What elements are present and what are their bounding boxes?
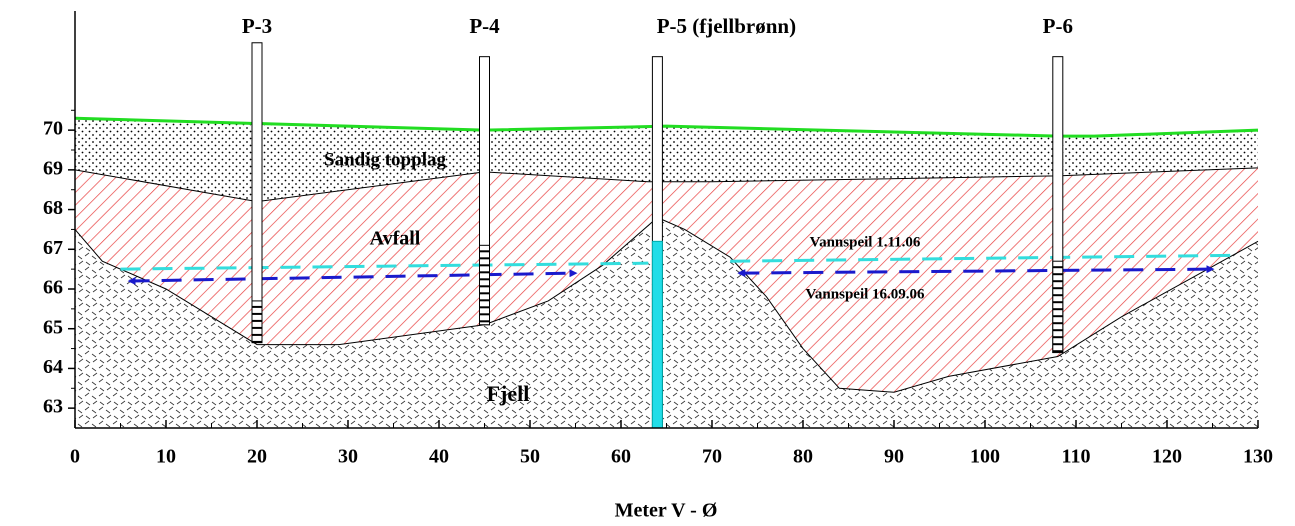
well-water: [651, 240, 663, 429]
x-tick-label: 10: [156, 446, 176, 468]
layer-label: Avfall: [370, 228, 421, 250]
well-screen: [1052, 260, 1064, 354]
y-tick-label: 64: [43, 356, 63, 378]
x-tick-label: 70: [702, 446, 722, 468]
well-label: P-5 (fjellbrønn): [657, 14, 796, 38]
x-tick-label: 100: [970, 446, 1000, 468]
y-tick-label: 63: [43, 396, 63, 418]
water-level: [127, 269, 578, 285]
well-label: P-4: [469, 14, 500, 38]
x-tick-label: 50: [520, 446, 540, 468]
x-tick-label: 90: [884, 446, 904, 468]
y-tick-label: 67: [43, 237, 63, 259]
well-casing: [251, 42, 263, 344]
series-label: Vannspeil 16.09.06: [805, 286, 925, 302]
x-axis-label: Meter V - Ø: [615, 500, 718, 522]
sand-layer: [75, 118, 1258, 202]
ground-surface: [74, 116, 1259, 138]
waste-layer: [75, 167, 1258, 393]
layer-label: Sandig topplag: [324, 149, 446, 170]
x-tick-label: 120: [1152, 446, 1182, 468]
y-tick-label: 68: [43, 197, 63, 219]
y-tick-label: 65: [43, 316, 63, 338]
water-level: [120, 261, 649, 271]
series-label: Vannspeil 1.11.06: [810, 234, 921, 250]
x-tick-label: 130: [1243, 446, 1273, 468]
layer-label: Fjell: [487, 381, 530, 406]
bedrock-top: [74, 216, 1259, 393]
x-tick-label: 110: [1062, 446, 1091, 468]
well-label: P-3: [242, 14, 272, 38]
x-tick-label: 40: [429, 446, 449, 468]
bedrock-layer: [75, 217, 1258, 428]
x-tick-label: 30: [338, 446, 358, 468]
water-level: [730, 253, 1240, 263]
y-tick-label: 70: [43, 118, 63, 140]
x-tick-label: 60: [611, 446, 631, 468]
water-level: [737, 265, 1215, 278]
well-screen: [479, 244, 490, 326]
y-tick-label: 69: [43, 157, 63, 179]
x-tick-label: 0: [70, 446, 80, 468]
y-tick-label: 66: [43, 277, 63, 299]
well-label: P-6: [1043, 14, 1073, 38]
x-tick-label: 20: [247, 446, 267, 468]
x-tick-label: 80: [793, 446, 813, 468]
